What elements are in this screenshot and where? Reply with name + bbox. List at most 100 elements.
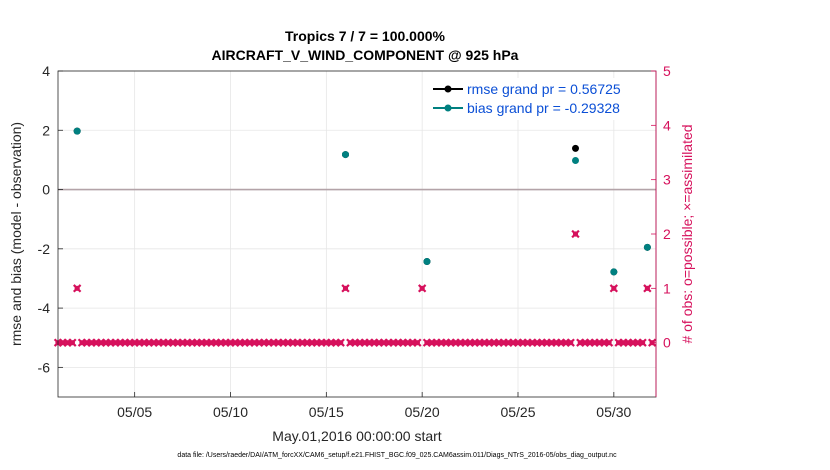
obs-count-dot <box>481 340 488 346</box>
obs-count-marker <box>609 284 619 293</box>
obs-count-dot <box>271 340 277 346</box>
obs-count-dot <box>620 340 627 346</box>
x-tick-label: 05/05 <box>117 404 152 420</box>
bias-point <box>73 127 81 135</box>
obs-count-dot <box>453 340 459 346</box>
right-tick-label: 0 <box>663 335 671 351</box>
obs-count-dot <box>218 340 224 346</box>
obs-count-dot <box>472 340 478 346</box>
obs-count-dot <box>362 340 368 346</box>
obs-count-dot <box>165 340 171 346</box>
obs-count-dot <box>505 340 512 346</box>
obs-count-dot <box>294 340 301 346</box>
obs-count-dot <box>601 340 607 346</box>
bias-point <box>610 268 618 276</box>
bias-point <box>643 243 651 251</box>
obs-count-dot <box>510 340 516 346</box>
obs-count-dot <box>69 340 75 346</box>
left-tick-label: -6 <box>38 359 51 375</box>
legend-rmse-label: rmse grand pr = 0.56725 <box>467 81 621 97</box>
x-tick-label: 05/20 <box>405 404 440 420</box>
obs-count-dot <box>338 340 344 346</box>
legend-bias-label: bias grand pr = -0.29328 <box>467 100 620 116</box>
right-tick-label: 3 <box>663 172 671 188</box>
obs-count-dot <box>88 340 95 346</box>
obs-count-dot <box>136 340 143 346</box>
obs-count-dot <box>84 340 90 346</box>
obs-count-dot <box>515 340 521 346</box>
obs-count-dot <box>553 340 559 346</box>
obs-count-dot <box>390 340 397 346</box>
x-tick-label: 05/30 <box>596 404 631 420</box>
left-tick-label: 2 <box>42 122 50 138</box>
x-tick-label: 05/15 <box>309 404 344 420</box>
obs-count-dot <box>74 285 80 291</box>
obs-count-dot <box>529 340 535 346</box>
obs-count-dot <box>103 340 109 346</box>
obs-count-dot <box>592 340 598 346</box>
obs-count-dot <box>477 340 483 346</box>
obs-count-dot <box>146 340 152 346</box>
obs-count-dot <box>175 340 181 346</box>
obs-count-marker <box>417 284 427 293</box>
obs-count-dot <box>400 340 406 346</box>
right-tick-label: 1 <box>663 280 671 296</box>
left-tick-label: 0 <box>42 182 50 198</box>
obs-count-dot <box>405 340 411 346</box>
obs-count-dot <box>342 285 349 291</box>
obs-count-dot <box>395 340 401 346</box>
obs-count-dot <box>93 340 99 346</box>
data-marks <box>53 127 657 347</box>
obs-count-marker <box>341 284 350 293</box>
obs-count-dot <box>208 340 214 346</box>
obs-count-dot <box>117 340 123 346</box>
obs-count-dot <box>242 340 248 346</box>
obs-count-dot <box>108 340 114 346</box>
obs-count-dot <box>462 340 468 346</box>
obs-count-dot <box>213 340 219 346</box>
obs-count-dot <box>644 285 650 291</box>
obs-count-dot <box>611 285 617 291</box>
obs-count-dot <box>357 340 363 346</box>
obs-count-dot <box>616 340 622 346</box>
obs-count-dot <box>625 340 631 346</box>
obs-count-dot <box>127 340 133 346</box>
obs-count-dot <box>275 340 282 346</box>
left-axis-label: rmse and bias (model - observation) <box>8 122 24 346</box>
obs-count-marker <box>413 338 422 347</box>
obs-count-marker <box>571 229 580 239</box>
obs-count-dot <box>572 231 579 237</box>
obs-count-dot <box>132 340 138 346</box>
obs-count-dot <box>64 340 71 346</box>
obs-count-dot <box>635 340 641 346</box>
obs-count-dot <box>314 340 320 346</box>
right-axis-ticks: 0 1 2 3 4 5 <box>651 63 671 351</box>
obs-count-dot <box>429 340 435 346</box>
obs-count-marker <box>643 284 652 293</box>
bias-point <box>423 258 431 266</box>
x-tick-label: 05/25 <box>500 404 535 420</box>
obs-count-dot <box>606 340 612 346</box>
right-tick-label: 4 <box>663 117 671 133</box>
obs-count-dot <box>318 340 325 346</box>
obs-count-dot <box>247 340 253 346</box>
obs-count-dot <box>467 340 473 346</box>
obs-count-dot <box>491 340 497 346</box>
obs-count-dot <box>524 340 531 346</box>
x-axis-ticks: 05/05 05/10 05/15 05/20 05/25 05/30 <box>117 392 632 420</box>
obs-count-dot <box>261 340 267 346</box>
obs-count-dot <box>381 340 387 346</box>
obs-count-dot <box>496 340 502 346</box>
right-tick-label: 5 <box>663 63 671 79</box>
obs-count-dot <box>141 340 147 346</box>
obs-count-dot <box>280 340 286 346</box>
rmse-point <box>572 144 579 152</box>
obs-count-dot <box>563 340 569 346</box>
obs-count-dot <box>520 340 526 346</box>
obs-count-marker <box>566 338 575 347</box>
legend-box <box>428 78 652 120</box>
obs-count-dot <box>448 340 454 346</box>
obs-count-dot <box>443 340 449 346</box>
obs-count-dot <box>179 340 186 346</box>
obs-count-dot <box>486 340 492 346</box>
